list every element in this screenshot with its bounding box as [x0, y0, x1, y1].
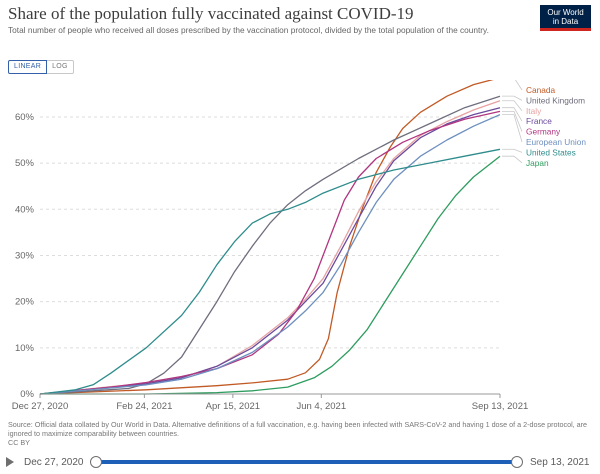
series-line-european-union[interactable] [39, 114, 501, 395]
series-line-italy[interactable] [39, 100, 501, 395]
series-line-canada[interactable] [39, 80, 500, 395]
y-tick-label: 40% [15, 204, 35, 215]
legend-label-european-union[interactable]: European Union [526, 137, 586, 147]
legend-label-united-kingdom[interactable]: United Kingdom [526, 95, 585, 105]
y-tick-label: 20% [15, 297, 35, 308]
y-tick-label: 10% [15, 343, 35, 354]
timeline-end-handle[interactable] [511, 456, 523, 468]
x-tick-label: Sep 13, 2021 [472, 401, 529, 412]
timeline-end-label: Sep 13, 2021 [530, 457, 590, 468]
scale-toggle: LINEAR LOG [8, 60, 74, 74]
x-tick-label: Apr 15, 2021 [206, 401, 260, 412]
logo-line-1: Our World [547, 8, 584, 17]
source-note: Source: Official data collated by Our Wo… [8, 420, 588, 438]
x-tick-label: Feb 24, 2021 [116, 401, 172, 412]
chart-title: Share of the population fully vaccinated… [8, 4, 414, 23]
timeline-slider: Dec 27, 2020 Sep 13, 2021 [0, 452, 600, 474]
x-tick-label: Jun 4, 2021 [296, 401, 346, 412]
timeline-start-handle[interactable] [90, 456, 102, 468]
legend-connector [502, 100, 523, 112]
y-tick-label: 30% [15, 250, 35, 261]
x-tick-label: Dec 27, 2020 [12, 401, 69, 412]
legend-connector [502, 95, 523, 101]
log-scale-button[interactable]: LOG [47, 60, 74, 74]
play-icon[interactable] [6, 457, 14, 467]
legend-connector [502, 148, 523, 153]
y-tick-label: 0% [20, 389, 34, 400]
legend-label-italy[interactable]: Italy [526, 106, 542, 116]
legend-connector [502, 155, 523, 164]
legend-connector [502, 110, 523, 132]
chart-subtitle: Total number of people who received all … [8, 25, 489, 35]
owid-logo[interactable]: Our World in Data [540, 5, 591, 31]
license-note: CC BY [8, 438, 30, 447]
series-line-united-kingdom[interactable] [39, 95, 501, 395]
legend-label-united-states[interactable]: United States [526, 147, 576, 157]
legend-connector [515, 80, 523, 91]
series-line-germany[interactable] [39, 110, 501, 395]
legend-label-japan[interactable]: Japan [526, 158, 549, 168]
series-line-japan[interactable] [40, 155, 501, 395]
legend-label-france[interactable]: France [526, 116, 552, 126]
series-line-france[interactable] [39, 107, 501, 395]
y-tick-label: 50% [15, 158, 35, 169]
legend-label-canada[interactable]: Canada [526, 85, 555, 95]
legend-connector [502, 114, 523, 143]
legend-connector [502, 107, 523, 122]
series-line-united-states[interactable] [39, 148, 501, 395]
logo-line-2: in Data [552, 17, 579, 26]
y-tick-label: 60% [15, 112, 35, 123]
timeline-start-label: Dec 27, 2020 [24, 457, 84, 468]
linear-scale-button[interactable]: LINEAR [8, 60, 48, 74]
timeline-track[interactable] [96, 460, 517, 464]
chart-footer: Source: Official data collated by Our Wo… [8, 420, 593, 447]
legend-label-germany[interactable]: Germany [526, 127, 561, 137]
